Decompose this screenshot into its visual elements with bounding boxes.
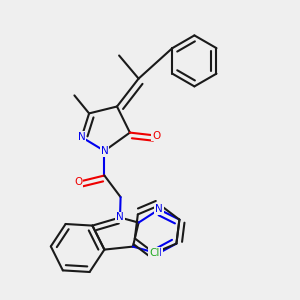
Text: N: N [78,132,86,142]
Text: O: O [152,130,160,141]
Text: N: N [154,248,162,259]
Text: N: N [116,212,124,223]
Text: O: O [74,177,83,187]
Text: N: N [155,204,163,214]
Text: N: N [100,146,108,156]
Text: Cl: Cl [149,248,159,258]
